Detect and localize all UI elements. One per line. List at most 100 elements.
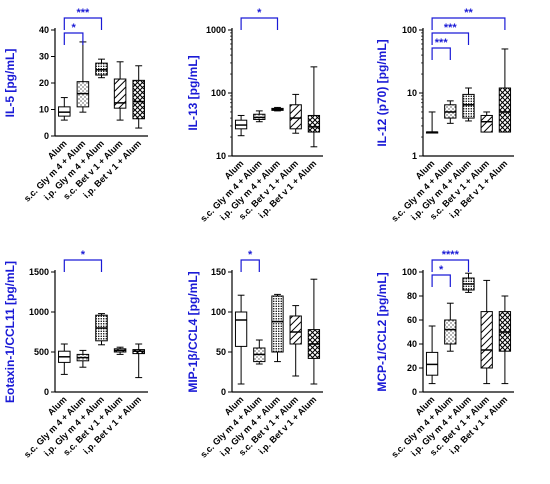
box-5 — [132, 343, 145, 379]
significance-label: *** — [435, 37, 449, 49]
significance-label: *** — [76, 7, 90, 19]
box-2 — [76, 349, 90, 368]
y-tick-label: 1 — [412, 151, 417, 161]
box-2 — [76, 41, 90, 113]
y-tick-label: 1500 — [29, 267, 49, 277]
bracket-line — [431, 47, 451, 60]
box-4 — [113, 346, 127, 355]
bracket-line — [240, 259, 260, 272]
y-tick-label: 1000 — [29, 307, 49, 317]
significance-label: * — [439, 264, 444, 276]
y-tick-label: 10 — [216, 151, 226, 161]
significance-label: * — [71, 22, 76, 34]
y-tick-label: 100 — [402, 25, 417, 35]
y-tick-label: 0 — [44, 131, 49, 141]
box-4 — [480, 279, 493, 385]
y-tick-label: 100 — [211, 307, 226, 317]
significance-bracket: **** — [431, 249, 470, 272]
significance-bracket: ** — [431, 7, 506, 30]
significance-bracket: * — [63, 22, 84, 45]
box-3 — [462, 272, 475, 293]
y-axis-label: IL-13 [pg/mL] — [186, 55, 200, 130]
bracket-line — [63, 17, 103, 30]
y-tick-label: 1000 — [206, 25, 226, 35]
box-2 — [444, 100, 457, 124]
box-5 — [132, 65, 145, 129]
box-2 — [253, 339, 266, 365]
significance-bracket: *** — [431, 37, 451, 60]
y-tick-label: 10 — [39, 105, 49, 115]
y-axis-label: MCP-1/CCL2 [pg/mL] — [375, 272, 389, 391]
significance-bracket: *** — [63, 7, 103, 30]
significance-label: * — [257, 7, 262, 19]
box-1 — [425, 111, 439, 134]
significance-bracket: * — [240, 7, 279, 30]
significance-label: *** — [444, 22, 458, 34]
box-iqr — [307, 114, 321, 133]
y-axis-label: IL-12 (p70) [pg/mL] — [375, 39, 389, 146]
bracket-line — [431, 32, 470, 45]
bracket-line — [431, 259, 470, 272]
box-iqr — [289, 315, 302, 345]
y-tick-label: 40 — [39, 25, 49, 35]
bracket-line — [240, 17, 279, 30]
box-3 — [95, 313, 108, 346]
significance-label: ** — [464, 7, 473, 19]
box-iqr — [113, 78, 127, 109]
box-iqr — [444, 319, 457, 345]
significance-bracket: * — [63, 249, 103, 272]
y-tick-label: 30 — [39, 52, 49, 62]
box-3 — [95, 58, 108, 79]
box-3 — [271, 293, 284, 363]
box-4 — [289, 305, 302, 377]
y-tick-label: 10 — [407, 88, 417, 98]
box-iqr — [234, 311, 248, 347]
box-5 — [307, 66, 321, 148]
y-tick-label: 150 — [211, 267, 226, 277]
y-tick-label: 80 — [407, 291, 417, 301]
box-2 — [253, 110, 266, 123]
bracket-line — [431, 17, 506, 30]
significance-bracket: * — [240, 249, 260, 272]
y-tick-label: 500 — [34, 347, 49, 357]
box-iqr — [132, 79, 145, 120]
y-tick-label: 0 — [412, 387, 417, 397]
box-1 — [58, 97, 71, 121]
box-4 — [480, 111, 493, 133]
y-tick-label: 20 — [39, 78, 49, 88]
box-4 — [289, 93, 302, 134]
box-iqr — [462, 93, 475, 119]
y-axis-label: MIP-1β/CCL4 [pg/mL] — [186, 271, 200, 392]
y-tick-label: 100 — [211, 88, 226, 98]
box-5 — [307, 278, 321, 385]
box-1 — [234, 114, 248, 137]
y-tick-label: 50 — [216, 347, 226, 357]
significance-label: * — [81, 249, 86, 261]
y-tick-label: 40 — [407, 339, 417, 349]
y-tick-label: 100 — [402, 267, 417, 277]
box-5 — [498, 48, 512, 133]
y-tick-label: 20 — [407, 363, 417, 373]
y-axis-label: IL-5 [pg/mL] — [3, 49, 17, 118]
box-iqr — [480, 311, 493, 369]
box-3 — [271, 106, 284, 112]
box-1 — [234, 294, 248, 385]
y-tick-label: 60 — [407, 315, 417, 325]
box-iqr — [480, 114, 493, 133]
box-3 — [462, 87, 475, 122]
box-2 — [444, 302, 457, 352]
bracket-line — [63, 32, 84, 45]
y-tick-label: 0 — [221, 387, 226, 397]
significance-label: * — [248, 249, 253, 261]
bracket-line — [63, 259, 103, 272]
y-axis-label: Eotaxin-1/CCL11 [pg/mL] — [3, 261, 17, 403]
box-4 — [113, 61, 127, 121]
box-1 — [58, 343, 71, 375]
box-iqr — [498, 87, 512, 133]
